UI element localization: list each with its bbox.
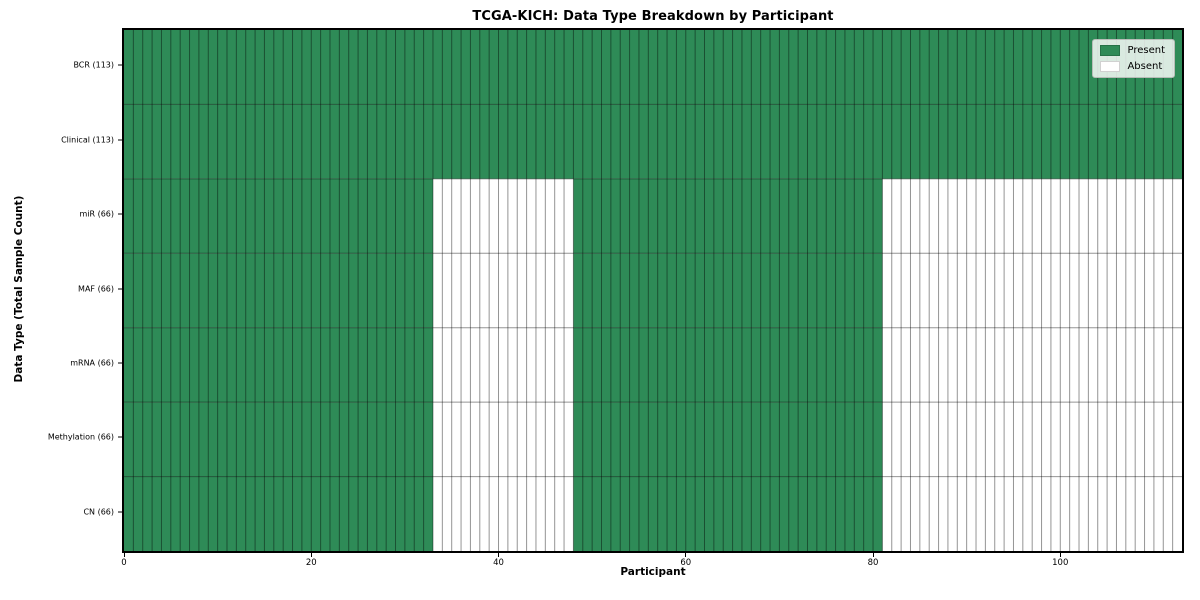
row-present-segment xyxy=(124,104,1182,179)
x-tick-mark xyxy=(1059,553,1061,557)
y-tick-mark xyxy=(118,213,122,215)
x-tick-label: 0 xyxy=(121,558,127,568)
row-present-segment xyxy=(573,253,883,328)
y-tick-mark xyxy=(118,511,122,513)
row-present-segment xyxy=(124,402,433,477)
y-tick-label: BCR (113) xyxy=(73,60,114,70)
y-tick: Clinical (113) xyxy=(61,135,122,144)
x-axis-ticks: 0 20 40 60 80 100 xyxy=(121,553,1182,575)
row-present-segment xyxy=(573,327,883,403)
row-present-segment xyxy=(124,30,1182,105)
x-tick-label: 40 xyxy=(493,558,504,568)
row-present-segment xyxy=(124,327,433,403)
legend-label: Absent xyxy=(1127,61,1163,72)
row-present-segment xyxy=(124,476,433,551)
heatmap-svg xyxy=(124,30,1182,551)
y-tick-label: mRNA (66) xyxy=(70,358,114,368)
row-present-segment xyxy=(124,253,433,328)
legend-swatch xyxy=(1100,45,1121,56)
x-tick-mark xyxy=(685,553,687,557)
x-tick-mark xyxy=(123,553,125,557)
row-present-segment xyxy=(573,476,883,551)
y-tick-mark xyxy=(118,436,122,438)
x-tick-mark xyxy=(872,553,874,557)
y-tick-mark xyxy=(118,288,122,289)
chart-title: TCGA-KICH: Data Type Breakdown by Partic… xyxy=(472,9,834,24)
y-tick: Methylation (66) xyxy=(48,433,122,442)
y-tick-mark xyxy=(118,139,122,141)
y-tick-label: miR (66) xyxy=(79,209,114,219)
y-tick: miR (66) xyxy=(79,210,122,219)
row-present-segment xyxy=(573,402,883,477)
x-tick-label: 60 xyxy=(680,558,692,568)
legend-label: Present xyxy=(1127,45,1165,56)
row-present-segment xyxy=(124,178,433,254)
y-tick-label: Methylation (66) xyxy=(47,432,114,442)
x-tick-label: 80 xyxy=(867,558,879,568)
legend-swatch xyxy=(1100,61,1121,72)
plot-area: Present Absent xyxy=(122,28,1184,553)
y-tick-label: CN (66) xyxy=(83,507,114,517)
y-tick-label: MAF (66) xyxy=(78,284,114,293)
y-tick: MAF (66) xyxy=(78,284,122,293)
y-tick: BCR (113) xyxy=(73,61,122,70)
x-axis-label: Participant xyxy=(620,566,686,578)
x-tick-label: 100 xyxy=(1052,558,1069,568)
x-tick-mark xyxy=(498,553,499,557)
legend-item-absent: Absent xyxy=(1100,61,1165,72)
y-tick-mark xyxy=(118,64,122,66)
row-present-segment xyxy=(573,178,883,254)
legend: Present Absent xyxy=(1092,39,1175,78)
x-tick-label: 20 xyxy=(305,558,317,568)
y-tick-label: Clinical (113) xyxy=(61,135,114,145)
y-tick: CN (66) xyxy=(83,507,122,516)
y-tick: mRNA (66) xyxy=(70,358,122,367)
y-axis-ticks: BCR (113) Clinical (113) miR (66) MAF (66) m… xyxy=(0,28,122,549)
y-tick-mark xyxy=(118,362,122,364)
legend-item-present: Present xyxy=(1100,45,1165,56)
x-tick-mark xyxy=(310,553,312,557)
